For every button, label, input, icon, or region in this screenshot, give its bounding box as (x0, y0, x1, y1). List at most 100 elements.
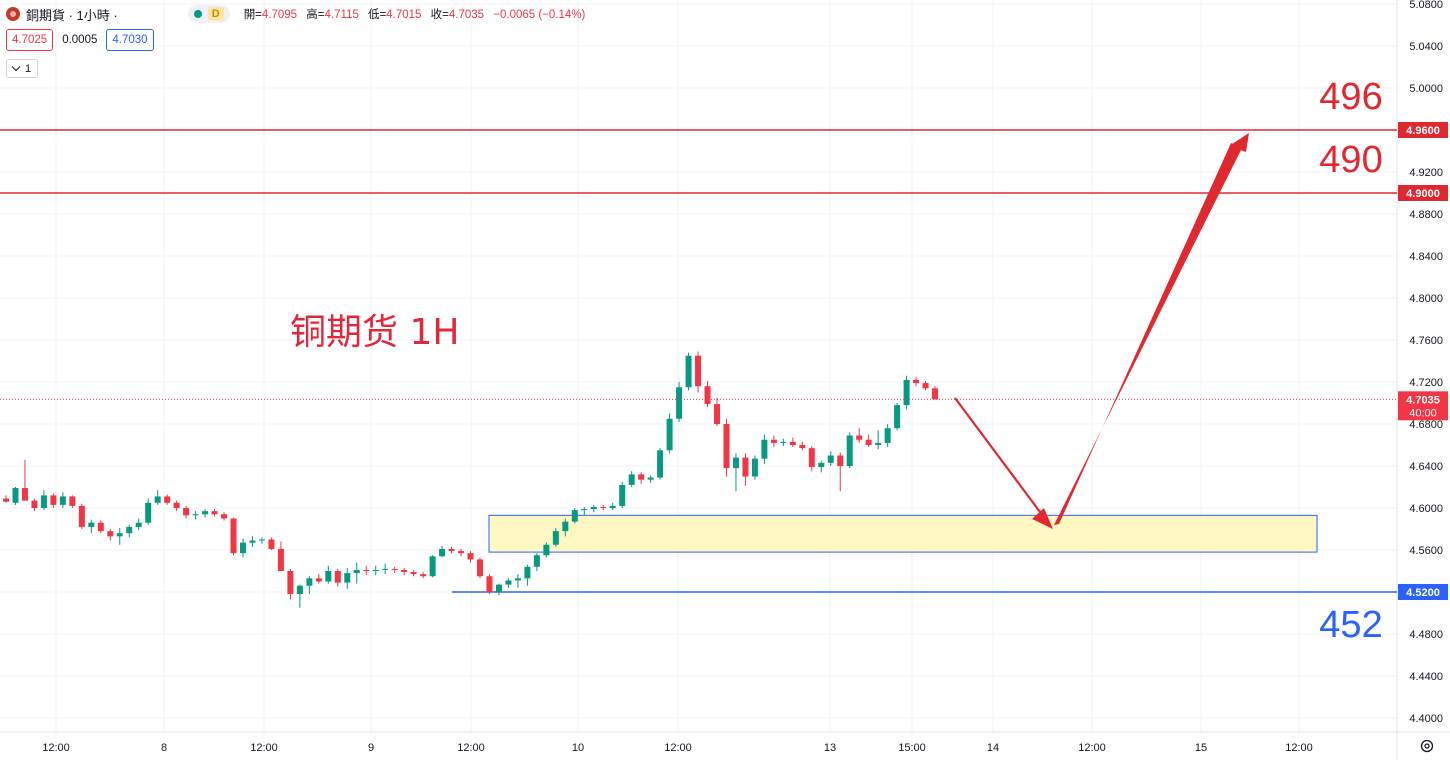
candle-body (372, 569, 379, 571)
ohlc-change: −0.0065 (−0.14%) (493, 9, 586, 21)
price-tick-label: 4.4800 (1409, 629, 1443, 641)
ohlc-low-label: 低= (368, 9, 387, 21)
settings-gear-icon[interactable] (1419, 738, 1435, 754)
price-tick-label: 4.4400 (1409, 671, 1443, 683)
candle-body (31, 500, 38, 508)
candle-body (619, 484, 626, 506)
candle-body (704, 386, 711, 405)
candle-body (59, 496, 66, 505)
candle-body (638, 474, 645, 480)
level-axis-badge-490 (1398, 185, 1448, 201)
time-tick-label: 12:00 (1285, 742, 1313, 754)
candle-body (514, 578, 521, 581)
candle-body (249, 540, 256, 543)
time-tick-label: 15:00 (898, 742, 926, 754)
symbol-logo-icon[interactable] (6, 7, 20, 21)
ohlc-readout: 開=4.7095 高=4.7115 低=4.7015 收=4.7035 −0.0… (244, 6, 586, 22)
level-text-490: 490 (1319, 139, 1382, 181)
candle-body (875, 442, 882, 445)
candle-body (477, 559, 483, 577)
time-tick-label: 12:00 (664, 742, 692, 754)
time-tick-label: 13 (824, 742, 836, 754)
price-tick-label: 5.0800 (1409, 0, 1443, 11)
last-price-label: 4.7035 (1406, 394, 1440, 406)
candle-body (732, 457, 739, 469)
up-arrow-head (1229, 133, 1249, 152)
chevron-down-icon (11, 62, 21, 72)
candle-body (126, 526, 133, 534)
time-tick-label: 12:00 (42, 742, 70, 754)
candle-body (107, 531, 114, 537)
status-pill[interactable]: D (187, 5, 230, 23)
time-tick-label: 12:00 (1078, 742, 1106, 754)
candle-body (154, 496, 161, 503)
level-axis-label-496: 4.9600 (1406, 125, 1440, 137)
indicators-toggle[interactable]: 1 (6, 59, 38, 78)
candle-body (173, 502, 180, 508)
sell-price-button[interactable]: 4.7025 (6, 29, 54, 51)
candle-body (240, 542, 246, 554)
support-zone-rect (488, 514, 1318, 553)
candle-body (486, 576, 493, 592)
price-tick-label: 5.0400 (1409, 41, 1443, 53)
candle-body (808, 448, 815, 468)
candle-body (202, 511, 209, 515)
ohlc-high-label: 高= (306, 9, 325, 21)
candle-body (827, 455, 834, 463)
price-tick-label: 4.6000 (1409, 503, 1443, 515)
candle-body (268, 539, 275, 549)
candle-body (429, 556, 436, 577)
candle-body (837, 455, 844, 466)
candle-body (183, 508, 190, 516)
candle-body (325, 571, 332, 582)
candle-body (391, 568, 398, 570)
price-tick-label: 4.7600 (1409, 335, 1443, 347)
candle-body (88, 522, 95, 527)
candle-body (524, 566, 531, 579)
time-tick-label: 8 (161, 742, 167, 754)
candle-body (401, 569, 408, 573)
ohlc-close-label: 收= (430, 9, 449, 21)
candle-body (903, 379, 910, 406)
candle-body (363, 569, 370, 571)
down-arrow-shaft (954, 397, 1047, 521)
candle-body (657, 450, 664, 478)
price-tick-label: 4.8000 (1409, 293, 1443, 305)
candle-body (467, 553, 474, 560)
candle-body (40, 495, 47, 508)
candle-body (714, 404, 720, 424)
candle-body (69, 496, 76, 506)
candle-body (221, 514, 228, 519)
candle-body (581, 509, 588, 511)
ohlc-open-value: 4.7095 (261, 9, 298, 21)
candle-body (50, 495, 57, 505)
price-tick-label: 4.7200 (1409, 377, 1443, 389)
price-tick-label: 4.5600 (1409, 545, 1443, 557)
candle-body (789, 441, 796, 445)
chart-header: 銅期貨 · 1小時 · D 開=4.7095 高=4.7115 低=4.7015… (6, 4, 585, 24)
candle-body (78, 505, 85, 527)
candle-body (723, 424, 730, 469)
candle-body (922, 383, 929, 389)
candle-body (439, 548, 446, 557)
candle-body (913, 379, 920, 384)
up-arrow-shaft (1054, 143, 1242, 525)
level-axis-badge-496 (1398, 122, 1448, 138)
time-tick-label: 12:00 (250, 742, 278, 754)
candle-body (287, 571, 294, 595)
candle-body (306, 578, 313, 586)
price-tick-label: 4.8800 (1409, 209, 1443, 221)
candle-body (12, 488, 19, 503)
candle-body (97, 522, 104, 532)
level-axis-label-452: 4.5200 (1406, 587, 1440, 599)
symbol-title[interactable]: 銅期貨 · 1小時 · (26, 7, 118, 23)
candle-body (856, 435, 863, 440)
time-tick-label: 14 (987, 742, 999, 754)
buy-price-button[interactable]: 4.7030 (106, 29, 154, 51)
time-tick-label: 10 (572, 742, 584, 754)
ohlc-high-value: 4.7115 (324, 9, 359, 21)
candle-body (458, 551, 465, 554)
candle-body (676, 387, 683, 419)
candle-body (145, 502, 152, 523)
